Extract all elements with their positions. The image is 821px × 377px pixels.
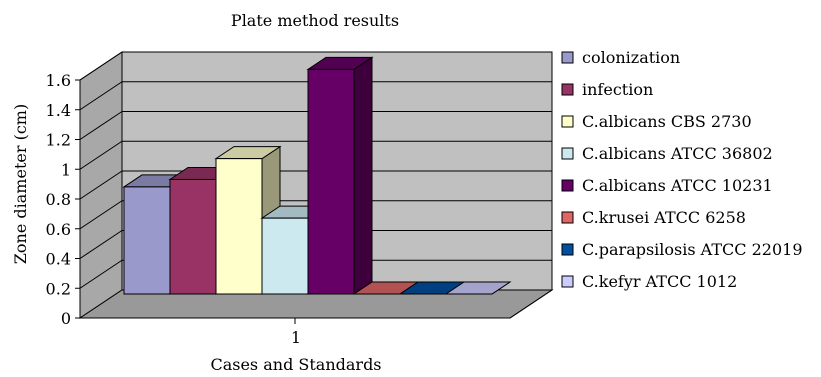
bar-front (123, 186, 171, 295)
bar-front (307, 68, 355, 295)
legend-item: infection (561, 80, 653, 99)
legend-swatch (561, 115, 574, 128)
y-tick-label: 1 (61, 160, 71, 179)
gridline-side (79, 259, 123, 289)
bar-side (353, 56, 373, 295)
bar (306, 56, 374, 295)
legend-item: colonization (561, 48, 680, 67)
y-tick-label: 0.8 (46, 190, 71, 209)
plot-area (78, 51, 554, 319)
legend-swatch (561, 275, 574, 288)
legend-swatch (561, 83, 574, 96)
gridline-side (79, 51, 123, 81)
legend-item: C.kefyr ATCC 1012 (561, 272, 737, 291)
legend-swatch (561, 179, 574, 192)
y-tick-label: 1.4 (46, 101, 71, 120)
legend-label: C.parapsilosis ATCC 22019 (582, 240, 803, 259)
legend-label: colonization (582, 48, 680, 67)
legend-label: C.albicans CBS 2730 (582, 112, 752, 131)
chart-title: Plate method results (231, 11, 399, 30)
gridline-side (79, 200, 123, 230)
floor-edge (509, 289, 553, 319)
bar (444, 281, 512, 295)
x-axis-label: Cases and Standards (210, 355, 381, 374)
legend-swatch (561, 211, 574, 224)
legend-swatch (561, 147, 574, 160)
legend-item: C.albicans ATCC 10231 (561, 176, 773, 195)
gridline-side (79, 81, 123, 111)
y-axis: 0 0.2 0.4 0.6 0.8 1 1.2 1.4 1.6 (46, 71, 553, 328)
y-tick-label: 0.6 (46, 220, 71, 239)
legend-label: C.krusei ATCC 6258 (582, 208, 746, 227)
bar-front (261, 217, 309, 295)
y-tick-label: 0.4 (46, 250, 71, 269)
legend-item: C.albicans CBS 2730 (561, 112, 752, 131)
y-axis-label: Zone diameter (cm) (11, 104, 30, 264)
y-tick-label: 0.2 (46, 279, 71, 298)
bar-front (215, 158, 263, 295)
bar-top (444, 281, 512, 295)
legend: colonization infection C.albicans CBS 2730… (561, 48, 803, 291)
legend-label: C.kefyr ATCC 1012 (582, 272, 737, 291)
legend-item: C.albicans ATCC 36802 (561, 144, 773, 163)
gridline-side (79, 170, 123, 200)
y-tick-label: 1.2 (46, 131, 71, 150)
y-tick-label: 0 (61, 309, 71, 328)
legend-item: C.parapsilosis ATCC 22019 (561, 240, 803, 259)
bar-front (169, 178, 217, 295)
legend-label: C.albicans ATCC 36802 (582, 144, 773, 163)
legend-swatch (561, 51, 574, 64)
gridline-side (79, 230, 123, 259)
y-tick-label: 1.6 (46, 71, 71, 90)
legend-swatch (561, 243, 574, 256)
legend-item: C.krusei ATCC 6258 (561, 208, 746, 227)
legend-label: infection (582, 80, 653, 99)
gridline-side (79, 111, 123, 140)
x-tick-label: 1 (291, 328, 301, 347)
gridline-side (79, 140, 123, 170)
legend-label: C.albicans ATCC 10231 (582, 176, 773, 195)
